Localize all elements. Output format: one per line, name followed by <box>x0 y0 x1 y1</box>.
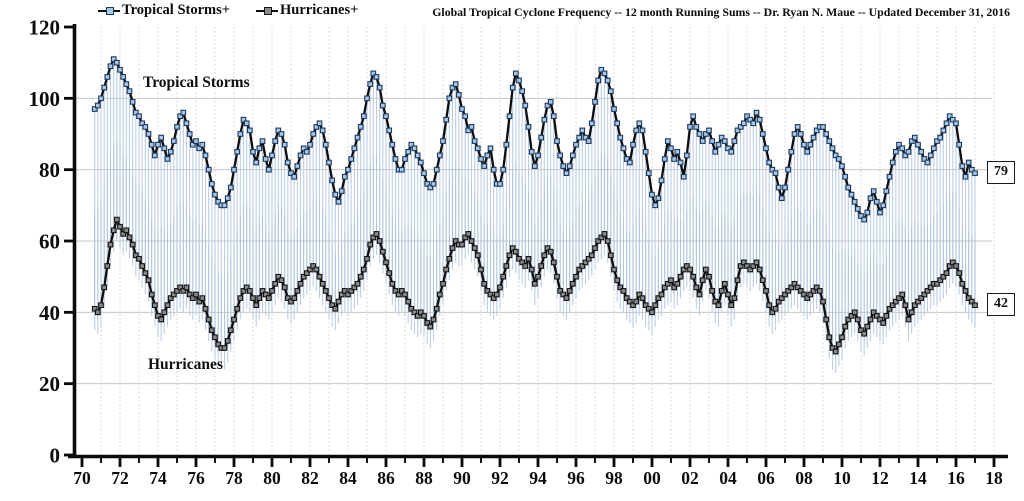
x-tick-label: 72 <box>111 468 129 488</box>
x-tick-label: 14 <box>909 468 927 488</box>
y-tick-label: 100 <box>29 87 61 111</box>
annotation-tropical-storms: Tropical Storms <box>143 74 250 91</box>
line-square-marker-icon <box>98 6 120 16</box>
x-tick-label: 92 <box>491 468 509 488</box>
y-tick-label: 60 <box>39 230 60 254</box>
end-value-label-hurricanes: 42 <box>987 293 1015 316</box>
x-tick-label: 16 <box>947 468 965 488</box>
y-axis-ticks: 0 20 40 60 80 100 120 <box>29 16 75 468</box>
y-tick-label: 0 <box>50 444 61 468</box>
x-tick-label: 96 <box>567 468 585 488</box>
x-tick-label: 82 <box>301 468 319 488</box>
x-axis-ticks: 70 72 74 76 78 80 82 84 86 88 90 92 94 96 98 00 02 04 06 08… <box>73 458 1003 488</box>
y-tick-label: 120 <box>29 16 61 40</box>
x-tick-label: 88 <box>415 468 433 488</box>
x-tick-label: 86 <box>377 468 395 488</box>
series-markers-hurricanes <box>91 216 978 355</box>
line-square-marker-icon <box>256 6 279 16</box>
x-tick-label: 84 <box>339 468 357 488</box>
legend-label-tropical-storms: Tropical Storms+ <box>122 2 231 18</box>
x-tick-label: 10 <box>833 468 851 488</box>
x-tick-label: 70 <box>73 468 91 488</box>
legend-label-hurricanes: Hurricanes+ <box>280 2 359 18</box>
x-tick-label: 00 <box>643 468 661 488</box>
y-tick-label: 80 <box>39 158 60 182</box>
chart-title: Global Tropical Cyclone Frequency -- 12 … <box>432 5 1010 19</box>
x-tick-label: 08 <box>795 468 813 488</box>
x-tick-label: 90 <box>453 468 471 488</box>
x-tick-label: 74 <box>149 468 167 488</box>
legend-item-tropical-storms: Tropical Storms+ <box>98 2 230 19</box>
annotation-hurricanes: Hurricanes <box>148 356 223 373</box>
chart-legend: Tropical Storms+ Hurricanes+ <box>98 2 358 19</box>
x-tick-label: 06 <box>757 468 775 488</box>
x-tick-label: 76 <box>187 468 205 488</box>
end-value-label-tropical-storms: 79 <box>987 161 1015 185</box>
x-tick-label: 18 <box>985 468 1003 488</box>
y-tick-label: 40 <box>39 301 60 325</box>
legend-item-hurricanes: Hurricanes+ <box>256 2 358 19</box>
x-tick-label: 04 <box>719 468 737 488</box>
x-tick-label: 02 <box>681 468 699 488</box>
x-tick-label: 98 <box>605 468 623 488</box>
x-tick-label: 80 <box>263 468 281 488</box>
x-tick-label: 94 <box>529 468 547 488</box>
series-markers-tropical-storms <box>91 56 978 223</box>
x-tick-label: 12 <box>871 468 889 488</box>
y-tick-label: 20 <box>39 372 60 396</box>
x-tick-label: 78 <box>225 468 243 488</box>
